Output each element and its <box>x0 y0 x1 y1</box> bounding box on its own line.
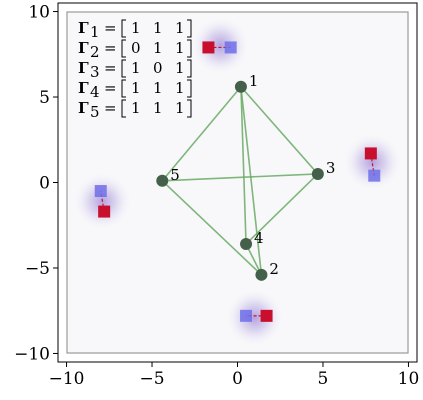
legend-subscript: 3 <box>90 63 100 81</box>
blue-square-marker <box>94 185 107 198</box>
legend-vector-entry: 1 <box>153 39 163 57</box>
x-tick-label: 10 <box>398 369 420 389</box>
node-label: 5 <box>170 166 180 184</box>
y-tick-label: 5 <box>39 88 50 108</box>
legend-vector-entry: 1 <box>131 79 141 97</box>
legend-vector-entry: 1 <box>153 99 163 117</box>
graph-edge <box>162 173 318 182</box>
legend-equals: = <box>104 59 117 77</box>
graph-edge <box>245 173 319 245</box>
x-tick-label: 0 <box>232 369 243 389</box>
blue-square-marker <box>240 309 253 322</box>
legend-vector-entry: 1 <box>131 59 141 77</box>
legend-right-bracket <box>187 19 192 38</box>
node-label: 1 <box>249 72 259 90</box>
graph-edge <box>161 86 242 182</box>
x-tick-label: −5 <box>139 369 164 389</box>
graph-edge <box>161 180 262 276</box>
marker-layer <box>94 41 381 322</box>
legend-vector-entry: 0 <box>153 59 163 77</box>
red-square-marker <box>202 41 215 54</box>
legend-vector-entry: 0 <box>131 39 141 57</box>
legend-symbol: Γ <box>78 79 89 97</box>
legend-row: Γ 5 = 1 1 1 <box>78 99 192 121</box>
legend-vector-entry: 1 <box>153 79 163 97</box>
legend-subscript: 5 <box>90 103 100 121</box>
red-square-marker <box>98 205 111 218</box>
legend-left-bracket <box>121 99 126 118</box>
node-layer: 1 2 3 4 5 <box>156 72 335 281</box>
legend-right-bracket <box>187 79 192 98</box>
glow-blob <box>342 131 403 192</box>
legend-symbol: Γ <box>78 99 89 117</box>
graph-node <box>234 80 247 93</box>
blue-square-marker <box>368 169 381 182</box>
y-tick-label: −5 <box>25 259 50 279</box>
legend: Γ 1 = 1 1 1Γ 2 = 0 1 1Γ 3 = 1 0 1Γ 4 = 1 1 1Γ 5 = 1 1 1 <box>78 19 192 121</box>
graph-node <box>255 268 268 281</box>
legend-vector-entry: 1 <box>153 19 163 37</box>
legend-left-bracket <box>121 79 126 98</box>
legend-equals: = <box>104 79 117 97</box>
red-square-marker <box>260 309 273 322</box>
legend-vector-entry: 1 <box>175 99 185 117</box>
node-label: 2 <box>269 260 279 278</box>
legend-right-bracket <box>187 99 192 118</box>
displacement-line <box>370 153 375 176</box>
legend-equals: = <box>104 99 117 117</box>
legend-left-bracket <box>121 59 126 78</box>
legend-left-bracket <box>121 39 126 58</box>
y-tick-label: 10 <box>28 3 50 23</box>
node-label: 3 <box>326 159 336 177</box>
legend-symbol: Γ <box>78 59 89 77</box>
y-tick-label: −10 <box>14 344 50 364</box>
legend-vector-entry: 1 <box>175 19 185 37</box>
legend-subscript: 4 <box>90 83 100 101</box>
red-square-marker <box>364 147 377 160</box>
legend-vector-entry: 1 <box>175 59 185 77</box>
legend-row: Γ 3 = 1 0 1 <box>78 59 192 81</box>
graph-node <box>311 167 324 180</box>
legend-equals: = <box>104 19 117 37</box>
graph-edge <box>240 86 247 245</box>
legend-vector-entry: 1 <box>175 79 185 97</box>
y-tick-label: 0 <box>39 174 50 194</box>
legend-row: Γ 4 = 1 1 1 <box>78 79 192 101</box>
x-tick-label: −10 <box>49 369 85 389</box>
legend-symbol: Γ <box>78 39 89 57</box>
node-label: 4 <box>254 229 264 247</box>
legend-symbol: Γ <box>78 19 89 37</box>
glow-blob <box>190 15 251 76</box>
legend-equals: = <box>104 39 117 57</box>
legend-vector-entry: 1 <box>175 39 185 57</box>
legend-right-bracket <box>187 59 192 78</box>
legend-left-bracket <box>121 19 126 38</box>
legend-subscript: 1 <box>90 23 100 41</box>
graph-edge <box>240 86 263 275</box>
glow-layer <box>72 15 403 348</box>
legend-row: Γ 1 = 1 1 1 <box>78 19 192 41</box>
legend-row: Γ 2 = 0 1 1 <box>78 39 192 61</box>
graph-edge <box>240 86 319 175</box>
legend-vector-entry: 1 <box>131 19 141 37</box>
graph-node <box>240 238 253 251</box>
edge-layer <box>161 86 319 276</box>
graph-node <box>156 174 169 187</box>
legend-vector-entry: 1 <box>131 99 141 117</box>
legend-right-bracket <box>187 39 192 58</box>
legend-subscript: 2 <box>90 43 100 61</box>
blue-square-marker <box>224 41 237 54</box>
glow-blob <box>224 287 285 348</box>
x-tick-label: 5 <box>318 369 329 389</box>
